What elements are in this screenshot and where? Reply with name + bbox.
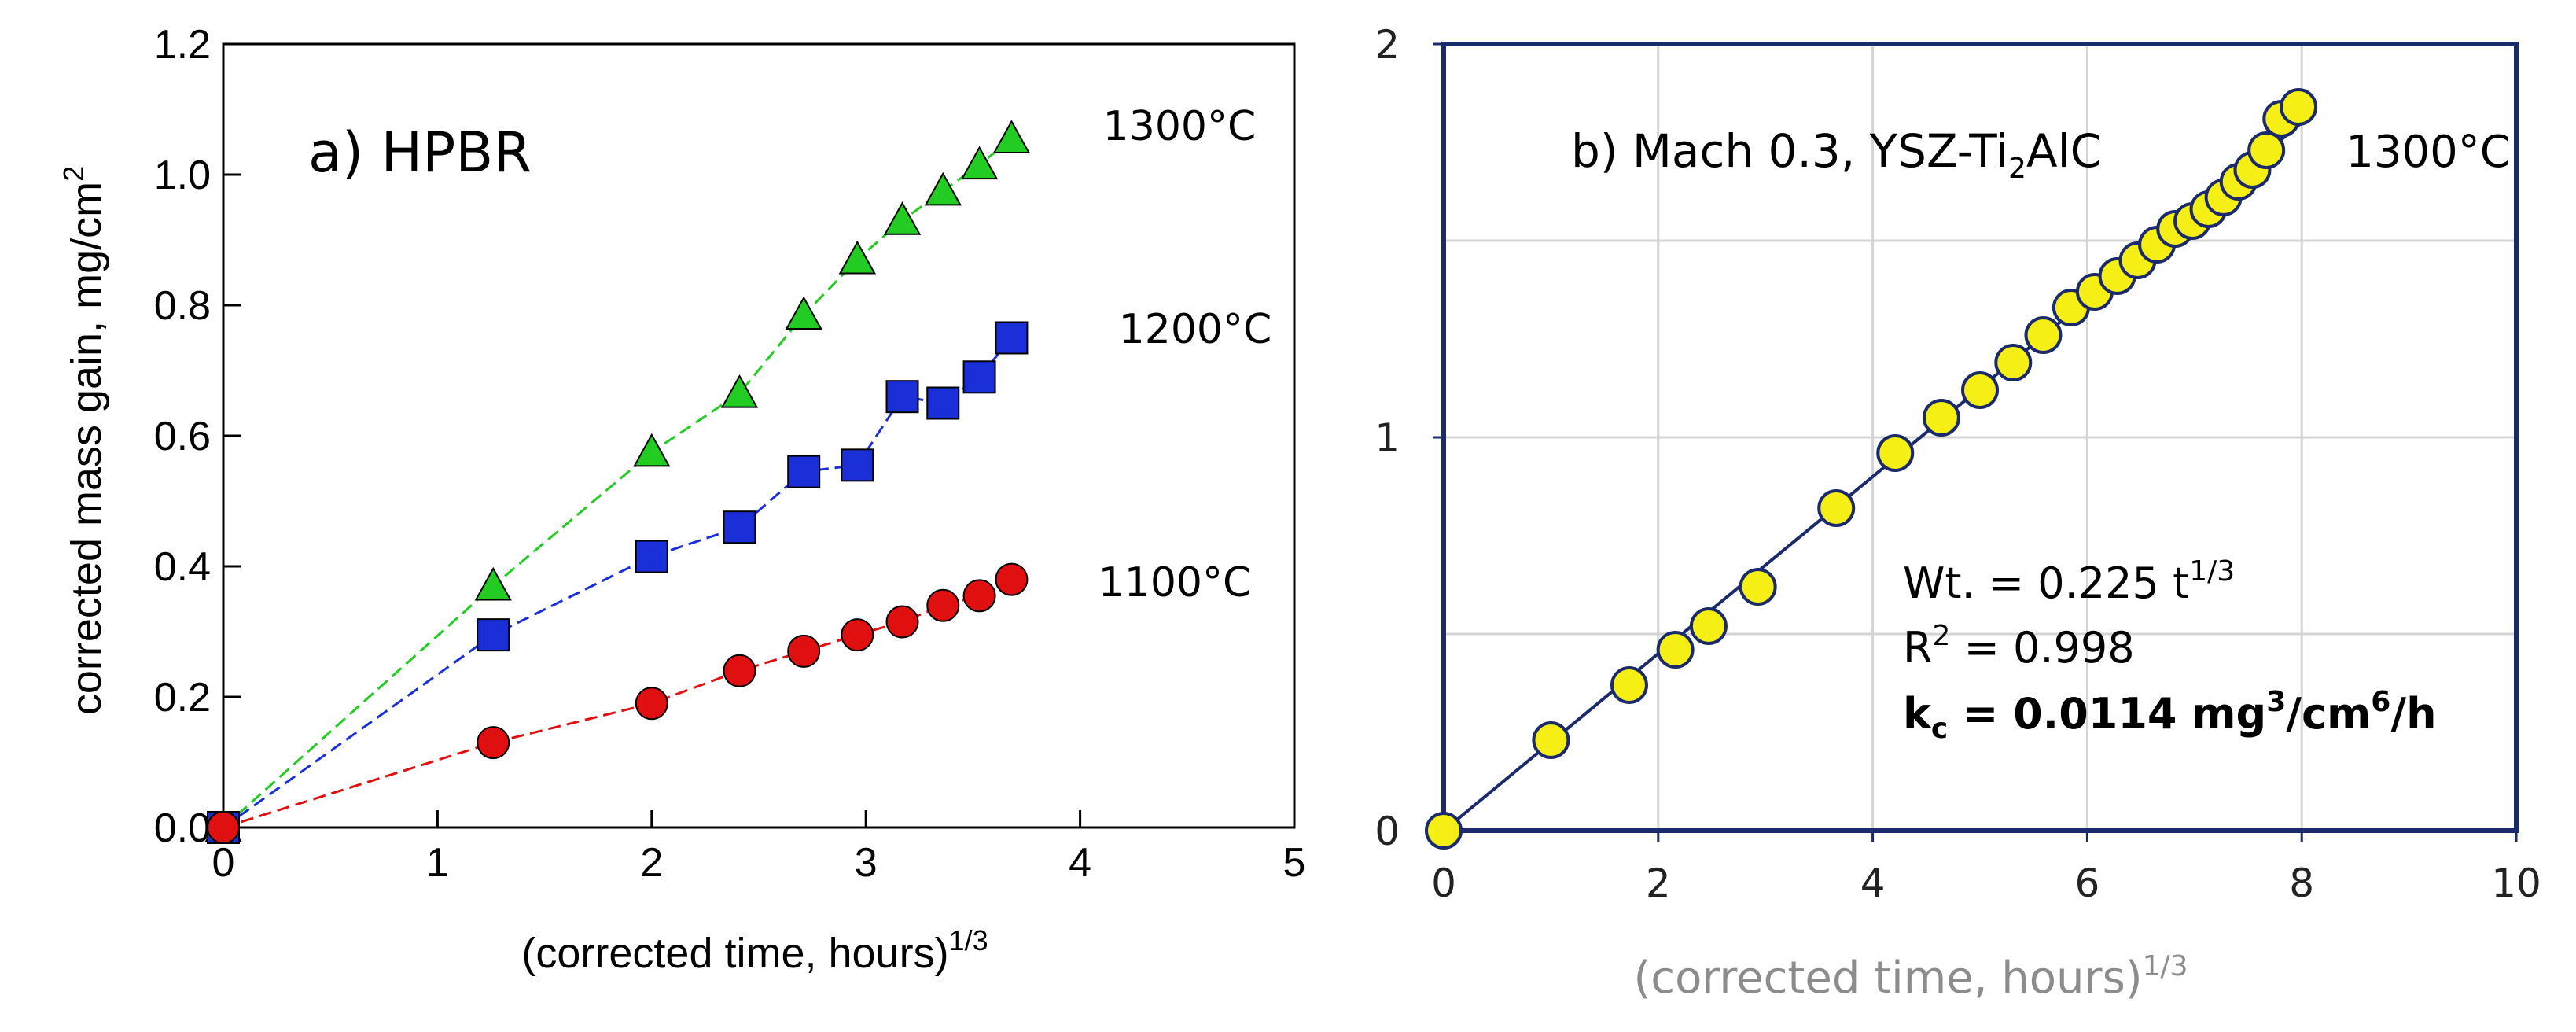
data-point-1300c [924,171,962,206]
panel-a-hpbr-chart: 0 1 2 3 4 5 0.0 0.2 0.4 0.6 0.8 1.0 1.2 a) HPBR 130… [57,22,1305,977]
data-point-1300c [838,240,877,275]
data-point-1200c [926,386,960,420]
panel-a-x-tick-label: 1 [426,840,449,886]
data-point-1300c [960,146,999,180]
fit-equation: Wt. = 0.225 t1/3 [1903,555,2235,608]
data-point [2024,316,2063,354]
panel-a-x-tick-label: 3 [855,840,878,886]
panel-a-y-tick-label: 0.8 [154,283,211,329]
data-point-1200c [841,448,874,482]
panel-a-y-axis-label: corrected mass gain, mg/cm2 [57,166,110,715]
panel-b-y-tick-label: 1 [1374,415,1400,461]
panel-a-y-tick-label: 1.2 [154,22,211,68]
data-point-1300c [785,296,822,330]
panel-b-y-ticks: 0 1 2 [1374,22,1444,854]
panel-b-markers [1425,88,2318,850]
data-point-1300c [883,201,922,235]
panel-a-plot-frame [222,42,1296,829]
label-1300c: 1300°C [1103,103,1257,150]
data-point-1300c [474,566,512,601]
data-point-1100c [723,654,756,687]
panel-a-x-tick-label: 5 [1283,840,1306,886]
data-point [1739,568,1777,606]
data-point-1100c [885,605,919,639]
data-point-1100c [635,687,668,721]
panel-a-y-tick-label: 0.4 [154,544,211,590]
panel-b-x-axis-label: (corrected time, hours)1/3 [1633,950,2188,1004]
data-point-1100c [477,726,510,760]
panel-b-x-tick-label: 4 [1860,861,1886,906]
data-point-1200c [723,510,756,544]
data-point [1994,344,2033,381]
data-point-1200c [995,321,1029,355]
panel-b-x-ticks: 0 2 4 6 8 10 [1431,831,2541,906]
data-point-1300c [720,374,759,408]
data-point-1100c [995,562,1029,596]
data-point [1817,489,1856,527]
panel-a-y-tick-label: 0.2 [154,675,211,721]
fit-line-1300c [222,138,1013,829]
panel-a-y-tick-label: 1.0 [154,153,211,198]
panel-b-y-tick-label: 0 [1374,809,1400,854]
data-point [1532,721,1570,759]
panel-a-y-tick-label: 0.6 [154,414,211,459]
data-point-1100c [787,634,821,668]
panel-a-x-tick-label: 2 [640,840,663,886]
data-point [2280,88,2318,126]
panel-b-temperature-label: 1300°C [2346,127,2511,178]
data-point-1200c [635,540,668,573]
panel-b-x-tick-label: 0 [1431,861,1456,906]
data-point-1200c [787,455,821,488]
panel-a-y-tick-label: 0.0 [154,805,211,851]
panel-a-x-axis-label: (corrected time, hours)1/3 [521,924,988,977]
data-point [1961,371,1999,409]
data-point [1922,399,1960,437]
panel-b-title: b) Mach 0.3, YSZ-Ti2AlC [1571,124,2102,185]
data-point [1876,434,1915,472]
data-point [1689,607,1728,645]
data-point-1300c [633,433,671,467]
data-point-1200c [885,380,919,414]
panel-a-y-ticks: 0.0 0.2 0.4 0.6 0.8 1.0 1.2 [154,22,241,851]
panel-a-x-ticks: 0 1 2 3 4 5 [212,810,1306,886]
data-point-1100c [207,811,240,844]
label-1200c: 1200°C [1119,306,1272,353]
data-point-1100c [841,618,874,652]
rate-constant: kc = 0.0114 mg3/cm6/h [1903,686,2437,745]
data-point-1100c [926,588,960,622]
panel-a-title: a) HPBR [308,120,532,185]
panel-b-x-tick-label: 10 [2491,861,2541,906]
label-1100c: 1100°C [1098,559,1252,606]
r-squared: R2 = 0.998 [1903,620,2135,673]
fit-line-1100c [223,578,1013,829]
data-point [1425,812,1463,850]
fit-line-1200c [223,337,1013,829]
panel-a-x-tick-label: 4 [1069,840,1091,886]
data-point [1656,631,1695,669]
panel-b-x-tick-label: 2 [1646,861,1671,906]
data-point [2247,131,2286,169]
data-point-1200c [477,618,510,652]
panel-a-x-tick-label: 0 [212,840,235,886]
panel-b-y-tick-label: 2 [1374,22,1400,68]
data-point-1300c [992,120,1031,153]
data-point-1100c [962,579,996,613]
panel-b-mach-chart: 0 2 4 6 8 10 0 1 2 b) Mach 0.3, YSZ-Ti2AlC 1300… [1374,22,2541,1004]
data-point-1200c [962,360,996,394]
panel-a-fit-lines [222,138,1013,829]
panel-b-x-tick-label: 6 [2074,861,2099,906]
panel-b-x-tick-label: 8 [2289,861,2314,906]
data-point [1610,666,1648,704]
panel-a-markers [204,120,1031,844]
